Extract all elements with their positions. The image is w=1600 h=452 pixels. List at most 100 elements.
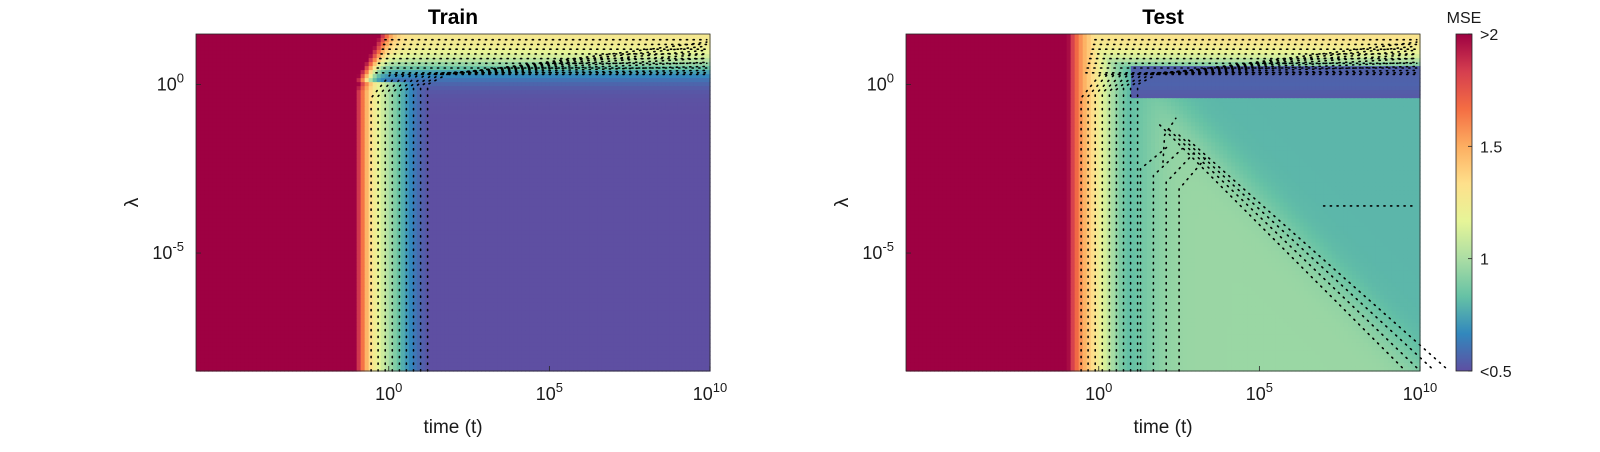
heatmap-cell	[670, 138, 675, 143]
heatmap-cell	[393, 98, 398, 103]
heatmap-cell	[622, 38, 627, 43]
heatmap-cell	[662, 98, 667, 103]
heatmap-cell	[256, 90, 261, 95]
heatmap-cell	[337, 50, 342, 55]
heatmap-cell	[401, 102, 406, 107]
heatmap-cell	[582, 86, 587, 91]
heatmap-cell	[457, 154, 462, 159]
heatmap-cell	[477, 82, 482, 87]
heatmap-cell	[304, 78, 309, 83]
heatmap-cell	[670, 118, 675, 123]
heatmap-cell	[674, 110, 679, 115]
heatmap-cell	[577, 182, 582, 187]
heatmap-cell	[686, 114, 691, 119]
heatmap-cell	[224, 66, 229, 71]
heatmap-cell	[465, 126, 470, 131]
heatmap-cell	[316, 114, 321, 119]
heatmap-cell	[529, 142, 534, 147]
heatmap-cell	[329, 146, 334, 151]
heatmap-cell	[417, 130, 422, 135]
heatmap-cell	[678, 122, 683, 127]
heatmap-cell	[614, 114, 619, 119]
heatmap-cell	[501, 130, 506, 135]
heatmap-cell	[240, 162, 245, 167]
heatmap-cell	[437, 142, 442, 147]
heatmap-cell	[224, 146, 229, 151]
heatmap-cell	[618, 138, 623, 143]
heatmap-cell	[248, 114, 253, 119]
heatmap-cell	[357, 38, 362, 43]
heatmap-cell	[545, 90, 550, 95]
heatmap-cell	[325, 182, 330, 187]
heatmap-cell	[646, 126, 651, 131]
heatmap-cell	[509, 182, 514, 187]
heatmap-cell	[333, 126, 338, 131]
heatmap-cell	[674, 82, 679, 87]
heatmap-cell	[349, 78, 354, 83]
heatmap-cell	[521, 170, 526, 175]
heatmap-cell	[345, 34, 350, 39]
heatmap-cell	[437, 158, 442, 163]
heatmap-cell	[642, 114, 647, 119]
heatmap-cell	[341, 138, 346, 143]
heatmap-cell	[373, 126, 378, 131]
heatmap-cell	[501, 170, 506, 175]
heatmap-cell	[501, 150, 506, 155]
heatmap-cell	[610, 78, 615, 83]
heatmap-cell	[561, 186, 566, 191]
heatmap-cell	[256, 158, 261, 163]
heatmap-cell	[473, 138, 478, 143]
heatmap-cell	[365, 138, 370, 143]
heatmap-cell	[244, 186, 249, 191]
heatmap-cell	[252, 62, 257, 67]
heatmap-cell	[630, 78, 635, 83]
heatmap-cell	[670, 158, 675, 163]
heatmap-cell	[517, 146, 522, 151]
heatmap-cell	[513, 178, 518, 183]
heatmap-cell	[630, 126, 635, 131]
heatmap-cell	[212, 98, 217, 103]
heatmap-cell	[256, 98, 261, 103]
heatmap-cell	[545, 94, 550, 99]
heatmap-cell	[333, 142, 338, 147]
heatmap-cell	[598, 162, 603, 167]
heatmap-cell	[316, 106, 321, 111]
heatmap-cell	[537, 182, 542, 187]
heatmap-cell	[561, 102, 566, 107]
heatmap-cell	[545, 122, 550, 127]
heatmap-cell	[369, 110, 374, 115]
heatmap-cell	[650, 118, 655, 123]
heatmap-cell	[280, 158, 285, 163]
heatmap-cell	[614, 146, 619, 151]
heatmap-cell	[244, 134, 249, 139]
heatmap-cell	[634, 114, 639, 119]
heatmap-cell	[702, 82, 707, 87]
heatmap-cell	[256, 150, 261, 155]
heatmap-cell	[353, 130, 358, 135]
heatmap-cell	[312, 46, 317, 51]
heatmap-cell	[505, 34, 510, 39]
heatmap-cell	[553, 102, 558, 107]
heatmap-cell	[638, 162, 643, 167]
heatmap-cell	[525, 146, 530, 151]
heatmap-cell	[200, 34, 205, 39]
heatmap-cell	[272, 46, 277, 51]
heatmap-cell	[232, 98, 237, 103]
heatmap-cell	[557, 178, 562, 183]
heatmap-cell	[381, 34, 386, 39]
heatmap-cell	[349, 154, 354, 159]
heatmap-cell	[353, 162, 358, 167]
heatmap-cell	[642, 178, 647, 183]
heatmap-cell	[385, 110, 390, 115]
heatmap-cell	[381, 130, 386, 135]
heatmap-cell	[220, 126, 225, 131]
heatmap-cell	[586, 166, 591, 171]
heatmap-cell	[569, 78, 574, 83]
heatmap-cell	[630, 106, 635, 111]
heatmap-cell	[288, 86, 293, 91]
heatmap-cell	[662, 186, 667, 191]
heatmap-cell	[284, 114, 289, 119]
heatmap-cell	[284, 38, 289, 43]
heatmap-cell	[236, 50, 241, 55]
heatmap-cell	[349, 74, 354, 79]
